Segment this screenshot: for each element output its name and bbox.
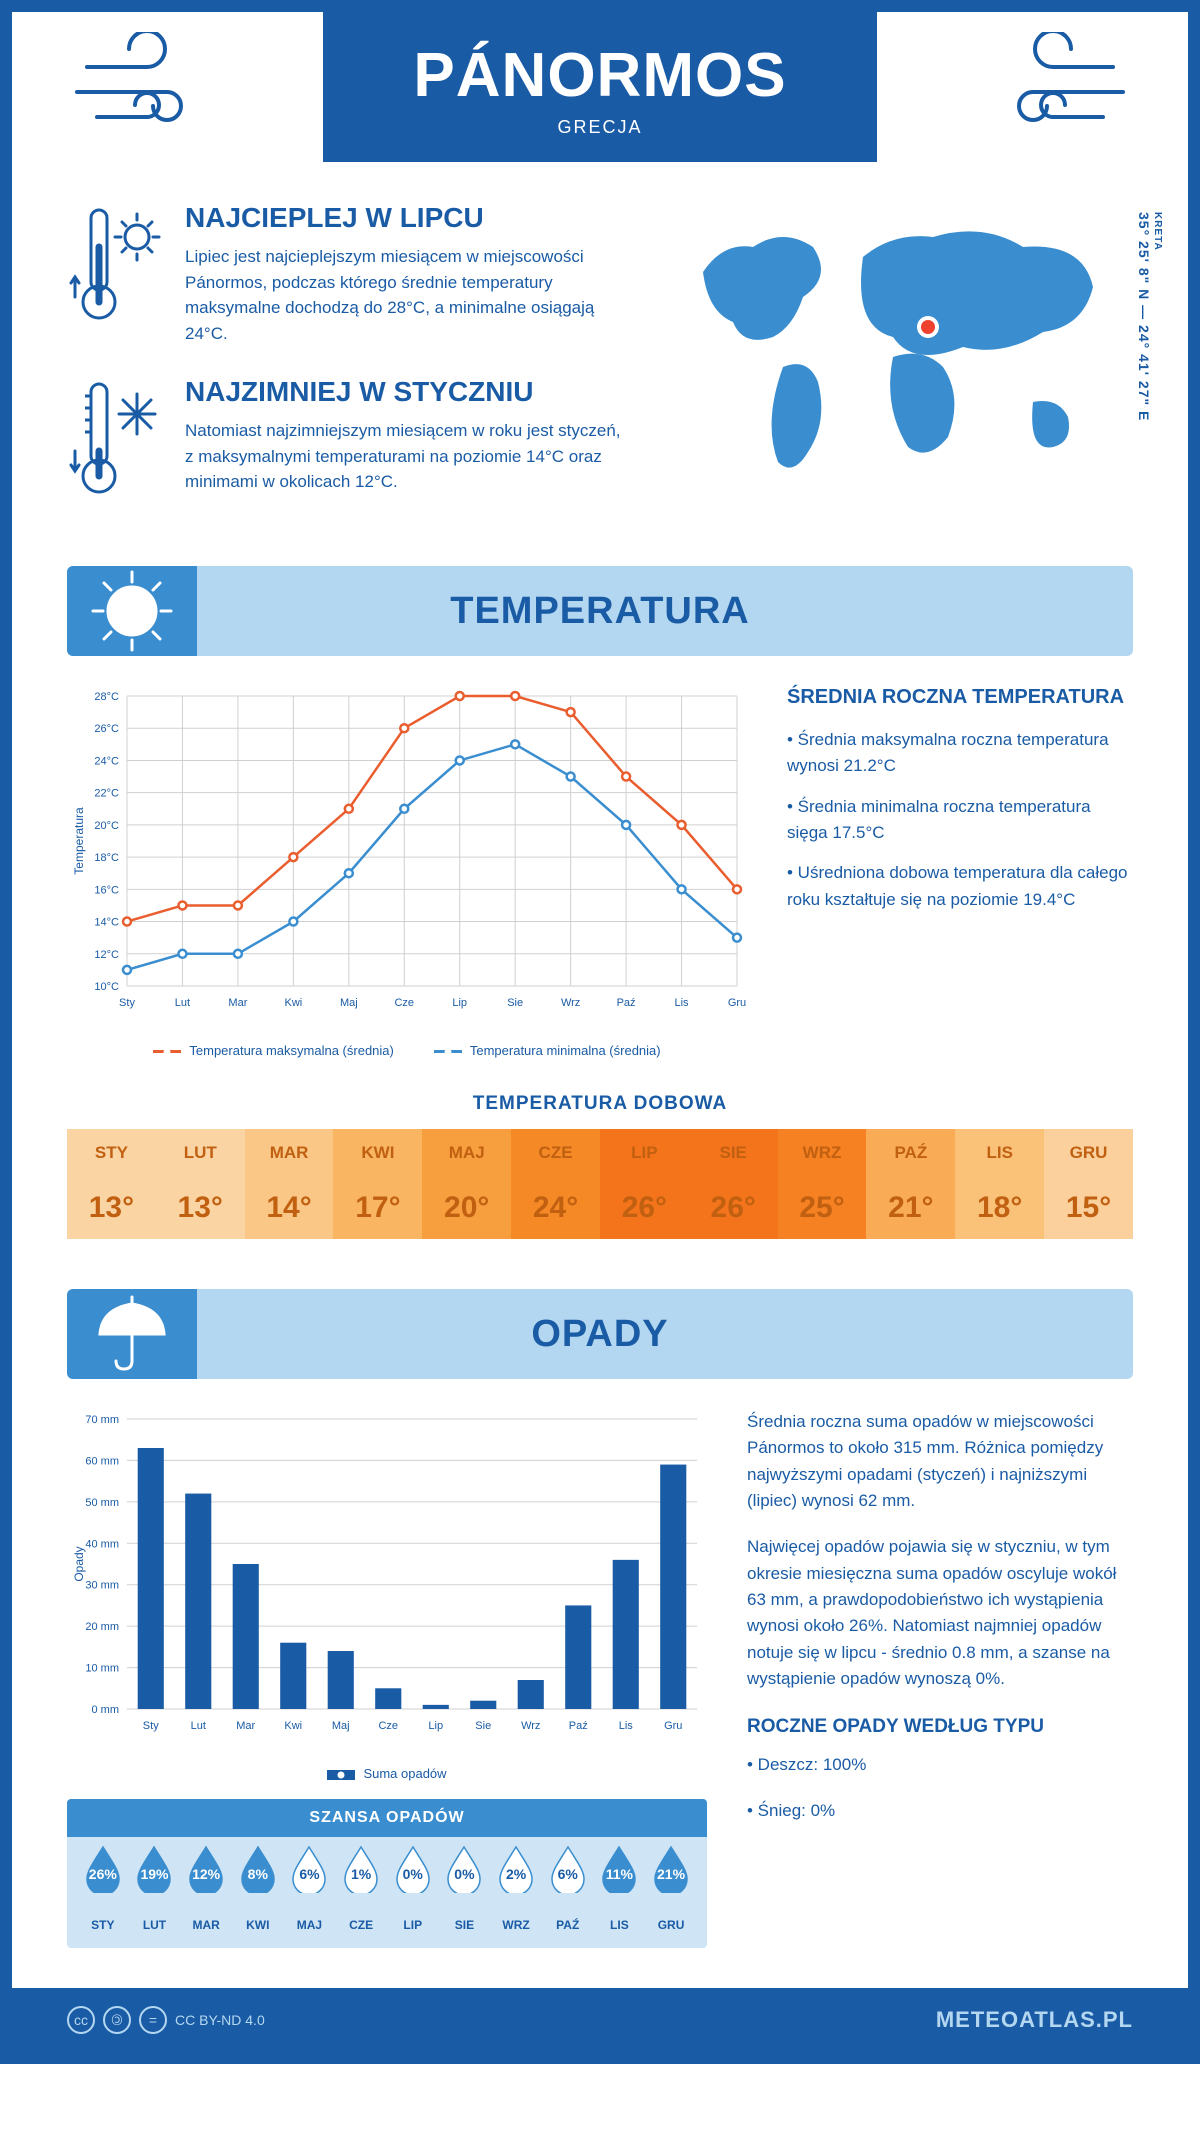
svg-text:60 mm: 60 mm (85, 1455, 119, 1467)
svg-text:Gru: Gru (728, 997, 746, 1009)
svg-text:Lis: Lis (675, 997, 690, 1009)
section-header-precip: OPADY (67, 1289, 1133, 1379)
svg-text:40 mm: 40 mm (85, 1538, 119, 1550)
chance-cell: 19% LUT (129, 1843, 181, 1932)
svg-text:Wrz: Wrz (521, 1720, 540, 1732)
section-header-temperature: TEMPERATURA (67, 566, 1133, 656)
svg-text:20°C: 20°C (94, 820, 119, 832)
world-map: KRETA 35° 25' 8" N — 24° 41' 27" E (663, 202, 1133, 536)
svg-text:Lis: Lis (619, 1720, 634, 1732)
title-banner: PÁNORMOS GRECJA (323, 12, 876, 162)
svg-text:18°C: 18°C (94, 852, 119, 864)
chance-cell: 1% CZE (335, 1843, 387, 1932)
svg-text:16°C: 16°C (94, 884, 119, 896)
precip-legend: Suma opadów (67, 1766, 707, 1781)
umbrella-icon (67, 1289, 197, 1379)
chance-cell: 0% LIP (387, 1843, 439, 1932)
svg-text:Kwi: Kwi (284, 1720, 302, 1732)
svg-text:28°C: 28°C (94, 691, 119, 703)
svg-text:Lip: Lip (452, 997, 467, 1009)
chance-cell: 26% STY (77, 1843, 129, 1932)
by-icon: 🄯 (103, 2006, 131, 2034)
svg-text:Kwi: Kwi (284, 997, 302, 1009)
coldest-title: NAJZIMNIEJ W STYCZNIU (185, 376, 623, 408)
section-title-precip: OPADY (531, 1313, 668, 1356)
svg-text:Cze: Cze (378, 1720, 398, 1732)
svg-text:Paź: Paź (569, 1720, 588, 1732)
svg-text:22°C: 22°C (94, 788, 119, 800)
license-text: CC BY-ND 4.0 (175, 2012, 265, 2028)
section-title-temperature: TEMPERATURA (450, 590, 750, 633)
sun-icon (67, 566, 197, 656)
cc-icon: cc (67, 2006, 95, 2034)
svg-text:Gru: Gru (664, 1720, 682, 1732)
svg-text:14°C: 14°C (94, 917, 119, 929)
chance-cell: 6% PAŹ (542, 1843, 594, 1932)
svg-text:Sie: Sie (507, 997, 523, 1009)
svg-text:Paź: Paź (617, 997, 636, 1009)
wind-icon-left (67, 32, 227, 152)
coldest-block: NAJZIMNIEJ W STYCZNIU Natomiast najzimni… (67, 376, 623, 506)
chance-cell: 21% GRU (645, 1843, 697, 1932)
svg-text:Mar: Mar (236, 1720, 255, 1732)
daily-temp-table: STYLUTMARKWIMAJCZELIPSIEWRZPAŹLISGRU 13°… (67, 1129, 1133, 1239)
svg-text:Maj: Maj (332, 1720, 350, 1732)
page-subtitle: GRECJA (413, 117, 786, 138)
svg-text:Lut: Lut (191, 1720, 206, 1732)
svg-text:20 mm: 20 mm (85, 1621, 119, 1633)
thermometer-hot-icon (67, 202, 167, 332)
chance-cell: 11% LIS (594, 1843, 646, 1932)
coldest-text: Natomiast najzimniejszym miesiącem w rok… (185, 418, 623, 495)
svg-text:Sty: Sty (143, 1720, 159, 1732)
warmest-text: Lipiec jest najcieplejszym miesiącem w m… (185, 244, 623, 346)
svg-text:Sie: Sie (475, 1720, 491, 1732)
chance-of-precip: SZANSA OPADÓW 26% STY 19% LUT 12% MAR 8%… (67, 1799, 707, 1948)
warmest-block: NAJCIEPLEJ W LIPCU Lipiec jest najcieple… (67, 202, 623, 346)
coordinates: KRETA 35° 25' 8" N — 24° 41' 27" E (1136, 212, 1163, 421)
annual-temperature-text: ŚREDNIA ROCZNA TEMPERATURA • Średnia mak… (787, 686, 1133, 1058)
wind-icon-right (973, 32, 1133, 152)
svg-text:50 mm: 50 mm (85, 1497, 119, 1509)
svg-text:Cze: Cze (394, 997, 414, 1009)
thermometer-cold-icon (67, 376, 167, 506)
nd-icon: = (139, 2006, 167, 2034)
svg-text:70 mm: 70 mm (85, 1414, 119, 1426)
site-name: METEOATLAS.PL (936, 2007, 1133, 2033)
svg-text:0 mm: 0 mm (92, 1704, 120, 1716)
temperature-chart: 10°C 12°C 14°C 16°C 18°C 20°C 22°C 24°C 26°C 28°C… (67, 686, 747, 1058)
svg-text:Maj: Maj (340, 997, 358, 1009)
svg-text:24°C: 24°C (94, 755, 119, 767)
intro-row: NAJCIEPLEJ W LIPCU Lipiec jest najcieple… (67, 202, 1133, 536)
daily-temp-title: TEMPERATURA DOBOWA (67, 1093, 1133, 1115)
chance-cell: 12% MAR (180, 1843, 232, 1932)
page-title: PÁNORMOS (413, 40, 786, 111)
warmest-title: NAJCIEPLEJ W LIPCU (185, 202, 623, 234)
svg-text:Lut: Lut (175, 997, 190, 1009)
svg-text:Opady: Opady (72, 1546, 86, 1581)
chance-cell: 6% MAJ (284, 1843, 336, 1932)
svg-text:Sty: Sty (119, 997, 135, 1009)
chance-cell: 8% KWI (232, 1843, 284, 1932)
svg-text:26°C: 26°C (94, 723, 119, 735)
svg-text:Lip: Lip (428, 1720, 443, 1732)
svg-text:10°C: 10°C (94, 981, 119, 993)
svg-text:Mar: Mar (228, 997, 247, 1009)
temperature-legend: Temperatura maksymalna (średnia) Tempera… (67, 1043, 747, 1058)
svg-text:Temperatura: Temperatura (72, 807, 86, 875)
precip-text: Średnia roczna suma opadów w miejscowośc… (747, 1409, 1133, 1948)
svg-text:Wrz: Wrz (561, 997, 580, 1009)
precipitation-chart: 0 mm 10 mm 20 mm 30 mm 40 mm 50 mm 60 mm 70 mm S… (67, 1409, 707, 1749)
svg-text:12°C: 12°C (94, 949, 119, 961)
svg-text:10 mm: 10 mm (85, 1663, 119, 1675)
svg-text:30 mm: 30 mm (85, 1580, 119, 1592)
title-row: PÁNORMOS GRECJA (67, 12, 1133, 162)
chance-cell: 0% SIE (439, 1843, 491, 1932)
chance-cell: 2% WRZ (490, 1843, 542, 1932)
footer: cc 🄯 = CC BY-ND 4.0 METEOATLAS.PL (12, 1988, 1188, 2052)
